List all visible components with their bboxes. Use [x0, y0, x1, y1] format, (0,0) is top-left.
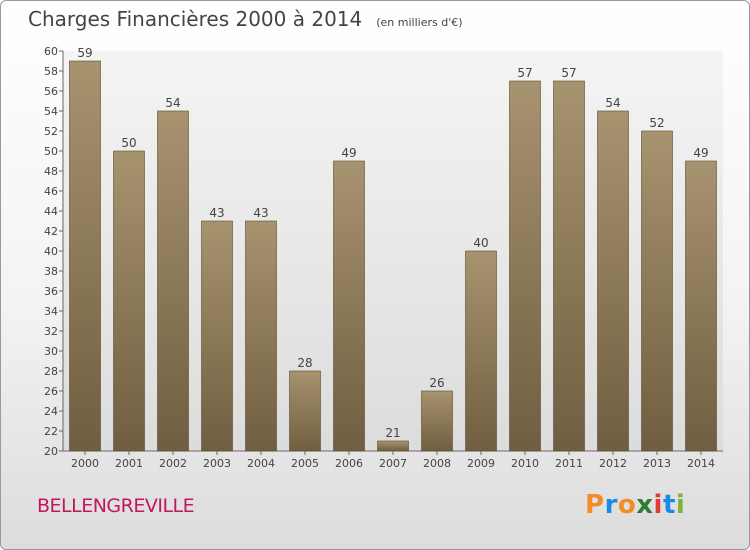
bar-2010 [509, 80, 541, 452]
value-label-2006: 49 [341, 146, 356, 160]
bar-2004 [245, 220, 277, 452]
bar-2007 [377, 440, 409, 452]
logo-letter: t [662, 490, 676, 520]
y-tick-label: 46 [44, 185, 58, 198]
y-tick-label: 38 [44, 265, 58, 278]
bar-2005 [289, 370, 321, 452]
x-tick-label-2008: 2008 [423, 457, 451, 470]
x-tick-label-2014: 2014 [687, 457, 715, 470]
bar-2012 [597, 110, 629, 452]
bar-2002 [157, 110, 189, 452]
y-tick-label: 26 [44, 385, 58, 398]
bar-2009 [465, 250, 497, 452]
y-tick-label: 40 [44, 245, 58, 258]
logo-letter: r [604, 490, 618, 520]
y-tick-label: 50 [44, 145, 58, 158]
value-label-2010: 57 [517, 66, 532, 80]
x-tick-label-2010: 2010 [511, 457, 539, 470]
y-tick-label: 34 [44, 305, 58, 318]
value-label-2000: 59 [77, 46, 92, 60]
bar-2008 [421, 390, 453, 452]
chart-unit: (en milliers d'€) [376, 16, 463, 29]
x-tick-label-2009: 2009 [467, 457, 495, 470]
x-tick-label-2003: 2003 [203, 457, 231, 470]
logo-letter: i [653, 490, 663, 520]
y-tick-label: 54 [44, 105, 58, 118]
logo-letter: P [585, 490, 605, 520]
x-tick-label-2002: 2002 [159, 457, 187, 470]
y-tick-label: 44 [44, 205, 58, 218]
x-tick-label-2000: 2000 [71, 457, 99, 470]
x-tick-label-2001: 2001 [115, 457, 143, 470]
proxiti-logo[interactable]: Proxiti [585, 490, 685, 520]
value-label-2014: 49 [693, 146, 708, 160]
bar-2011 [553, 80, 585, 452]
chart-title: Charges Financières 2000 à 2014 [28, 7, 363, 31]
value-label-2012: 54 [605, 96, 620, 110]
logo-letter: o [617, 490, 637, 520]
x-tick-label-2004: 2004 [247, 457, 275, 470]
bar-2006 [333, 160, 365, 452]
y-tick-label: 60 [44, 45, 58, 58]
value-label-2002: 54 [165, 96, 180, 110]
x-tick-label-2011: 2011 [555, 457, 583, 470]
value-label-2013: 52 [649, 116, 664, 130]
value-label-2007: 21 [385, 426, 400, 440]
value-label-2008: 26 [429, 376, 444, 390]
value-label-2009: 40 [473, 236, 488, 250]
logo-letter: x [636, 490, 654, 520]
y-tick-label: 56 [44, 85, 58, 98]
x-tick-label-2007: 2007 [379, 457, 407, 470]
bar-2001 [113, 150, 145, 452]
y-tick-label: 24 [44, 405, 58, 418]
value-label-2011: 57 [561, 66, 576, 80]
value-label-2001: 50 [121, 136, 136, 150]
x-tick-label-2006: 2006 [335, 457, 363, 470]
y-tick-label: 48 [44, 165, 58, 178]
x-tick-label-2012: 2012 [599, 457, 627, 470]
y-tick-label: 58 [44, 65, 58, 78]
y-tick-label: 42 [44, 225, 58, 238]
bar-2000 [69, 60, 101, 452]
logo-letter: i [675, 490, 686, 520]
y-tick-label: 32 [44, 325, 58, 338]
bar-2003 [201, 220, 233, 452]
x-tick-label-2005: 2005 [291, 457, 319, 470]
commune-name: BELLENGREVILLE [37, 495, 195, 517]
bar-2014 [685, 160, 717, 452]
y-tick-label: 22 [44, 425, 58, 438]
value-label-2003: 43 [209, 206, 224, 220]
y-tick-label: 28 [44, 365, 58, 378]
y-tick-label: 36 [44, 285, 58, 298]
value-label-2004: 43 [253, 206, 268, 220]
value-label-2005: 28 [297, 356, 312, 370]
bar-2013 [641, 130, 673, 452]
y-tick-label: 30 [44, 345, 58, 358]
chart-title-block: Charges Financières 2000 à 2014 (en milli… [28, 7, 463, 31]
x-tick-label-2013: 2013 [643, 457, 671, 470]
y-tick-label: 52 [44, 125, 58, 138]
y-tick-label: 20 [44, 445, 58, 458]
